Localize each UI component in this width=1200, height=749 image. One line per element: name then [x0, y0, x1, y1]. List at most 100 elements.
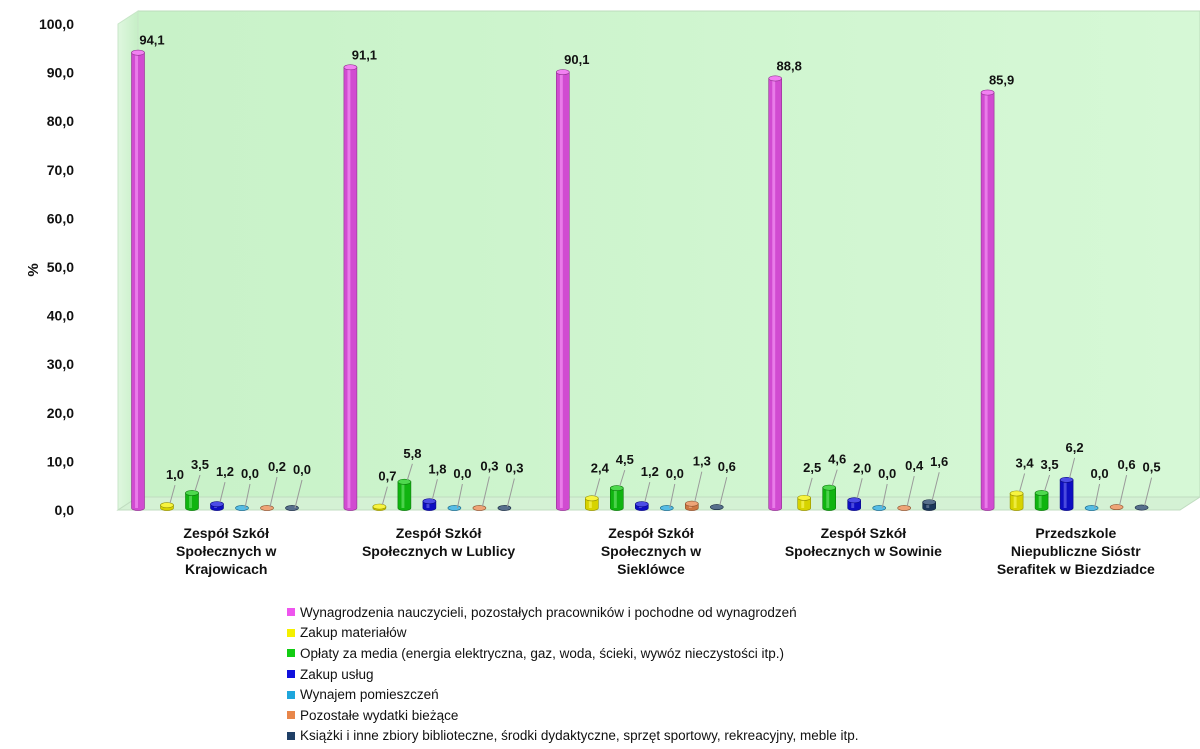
leader-line	[906, 475, 915, 507]
legend-item: Wynajem pomieszczeń	[287, 684, 858, 705]
data-label: 1,8	[428, 461, 446, 476]
legend-label: Wynajem pomieszczeń	[300, 687, 439, 703]
data-label: 0,0	[241, 466, 259, 481]
bar	[1034, 490, 1049, 511]
leader-line	[1144, 477, 1153, 506]
leader-line	[1069, 457, 1076, 478]
legend-label: Pozostałe wydatki bieżące	[300, 707, 459, 723]
bar	[584, 495, 599, 511]
bar	[709, 504, 724, 510]
legend-label: Książki i inne zbiory biblioteczne, środ…	[300, 728, 859, 744]
legend-swatch	[287, 628, 295, 637]
data-label: 88,8	[777, 58, 802, 73]
bar	[1084, 505, 1099, 511]
legend-label: Wynagrodzenia nauczycieli, pozostałych p…	[300, 604, 797, 620]
x-axis: Zespół Szkół Społecznych w Krajowicach Zesp…	[176, 525, 1155, 577]
leader-line	[406, 463, 413, 480]
bar	[922, 499, 937, 511]
y-tick-label: 10,0	[47, 453, 74, 469]
leader-line	[619, 469, 626, 487]
data-label: 0,4	[905, 458, 924, 473]
y-axis-label: %	[25, 263, 42, 276]
y-tick-label: 90,0	[47, 65, 74, 81]
data-label: 0,0	[666, 466, 684, 481]
back-wall	[137, 10, 1200, 498]
leader-line	[594, 478, 601, 497]
legend-swatch	[287, 670, 295, 679]
leader-line	[669, 483, 676, 509]
legend-item: Książki i inne zbiory biblioteczne, środ…	[287, 726, 858, 747]
legend-item: Zakup materiałów	[287, 623, 858, 644]
y-tick-label: 70,0	[47, 162, 74, 178]
bar	[210, 501, 224, 511]
x-tick-label: Zespół Szkół Społecznych w Krajowicach	[176, 525, 276, 577]
bar	[131, 49, 145, 511]
chart-background	[116, 10, 1200, 511]
data-labels: 94,1 1,0 3,5 1,2 0,0 0,2 0,0 91,1 0,7 5,8 1,8 0,0 0,…	[139, 33, 1161, 509]
data-label: 1,3	[693, 454, 711, 469]
y-tick-label: 80,0	[47, 113, 74, 129]
data-label: 0,3	[480, 459, 498, 474]
data-label: 3,5	[191, 457, 209, 472]
bar	[897, 505, 912, 511]
data-label: 1,2	[641, 464, 659, 479]
y-tick-label: 100,0	[39, 16, 74, 32]
bar	[872, 505, 887, 511]
bar	[1109, 504, 1124, 510]
x-tick-label: Zespół Szkół Społecznych w Sowinie	[785, 525, 942, 559]
legend-item: Zakup usług	[287, 664, 858, 685]
legend-item: Opłaty za media (energia elektryczna, ga…	[287, 643, 858, 664]
data-label: 2,0	[853, 460, 871, 475]
data-label: 3,4	[1016, 455, 1035, 470]
leader-line	[169, 485, 176, 504]
leader-line	[719, 476, 728, 506]
legend-item: Pozostałe wydatki bieżące	[287, 705, 858, 726]
bar	[1059, 476, 1074, 511]
leader-line	[294, 479, 303, 509]
leader-line	[381, 486, 388, 505]
y-tick-label: 50,0	[47, 259, 74, 275]
legend-item: Wynagrodzenia nauczycieli, pozostałych p…	[287, 602, 858, 623]
bar	[555, 69, 570, 511]
data-label: 3,5	[1041, 457, 1059, 472]
legend-swatch	[287, 649, 295, 658]
y-tick-label: 40,0	[47, 308, 74, 324]
data-label: 4,6	[828, 452, 846, 467]
data-label: 1,2	[216, 464, 234, 479]
bar-chart: 0,0 10,0 20,0 30,0 40,0 50,0 60,0 70,0 80,0 90,0 1…	[25, 10, 1200, 577]
leader-line	[856, 478, 863, 499]
bar	[185, 490, 199, 511]
data-label: 2,5	[803, 460, 821, 475]
leader-line	[1044, 474, 1051, 492]
leader-line	[881, 483, 888, 509]
legend-swatch	[287, 608, 295, 617]
bar	[659, 505, 674, 511]
leader-line	[506, 478, 515, 507]
data-label: 0,0	[453, 466, 471, 481]
leader-line	[194, 474, 201, 492]
y-tick-label: 20,0	[47, 405, 74, 421]
data-label: 2,4	[591, 460, 610, 475]
bar	[1009, 490, 1024, 511]
legend-swatch	[287, 711, 295, 720]
y-tick-label: 0,0	[55, 502, 75, 518]
data-label: 85,9	[989, 73, 1014, 88]
data-label: 90,1	[564, 52, 589, 67]
bar	[422, 498, 437, 511]
data-label: 0,2	[268, 459, 286, 474]
data-label: 6,2	[1066, 440, 1084, 455]
leader-line	[931, 472, 940, 501]
bar	[980, 89, 995, 511]
data-label: 91,1	[352, 47, 377, 62]
legend-swatch	[287, 690, 295, 699]
bar	[847, 497, 862, 511]
leader-line	[219, 482, 226, 503]
data-label: 94,1	[139, 33, 164, 48]
leader-line	[1019, 473, 1026, 492]
data-label: 0,5	[1143, 460, 1161, 475]
bar	[634, 501, 649, 511]
bar	[235, 505, 249, 511]
data-label: 0,6	[1118, 457, 1136, 472]
data-label: 0,0	[878, 466, 896, 481]
leader-line	[431, 479, 438, 500]
